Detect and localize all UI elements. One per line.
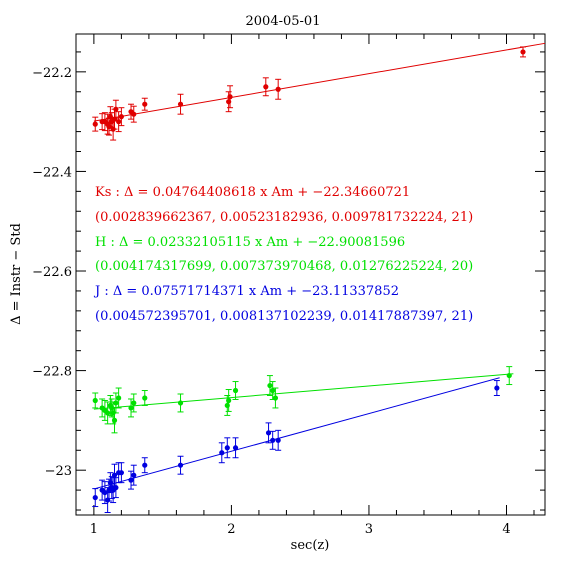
data-point xyxy=(270,437,276,443)
data-points xyxy=(92,46,526,514)
x-tick-label: 1 xyxy=(90,522,98,537)
series-j xyxy=(92,380,500,514)
data-point xyxy=(111,417,118,423)
x-tick-label: 2 xyxy=(227,522,235,537)
data-point xyxy=(142,462,148,468)
fit-line-h xyxy=(93,373,514,410)
x-tick-labels: 1 2 3 4 xyxy=(90,522,511,537)
data-point xyxy=(113,485,119,491)
data-point xyxy=(128,405,134,411)
data-point xyxy=(131,400,137,406)
data-point xyxy=(92,121,98,127)
data-point xyxy=(219,450,225,456)
data-point xyxy=(232,445,239,451)
y-tick-label: −22.2 xyxy=(32,66,72,81)
chart-title: 2004-05-01 xyxy=(246,14,321,29)
data-point xyxy=(116,119,122,125)
data-point xyxy=(131,111,137,117)
data-point xyxy=(142,395,148,401)
data-point xyxy=(177,462,184,468)
y-tick-label: −22.6 xyxy=(32,265,72,280)
annotation-h-fit: H : Δ = 0.02332105115 x Am + −22.9008159… xyxy=(95,235,405,250)
series-ks xyxy=(92,46,526,141)
fit-line-j xyxy=(93,377,500,490)
data-point xyxy=(116,395,122,401)
x-tick-label: 3 xyxy=(365,522,373,537)
data-point xyxy=(111,472,118,478)
y-tick-label: −22.4 xyxy=(32,165,72,180)
data-point xyxy=(226,397,232,404)
data-point xyxy=(520,49,526,55)
y-tick-label: −22.8 xyxy=(32,365,72,380)
x-axis-label: sec(z) xyxy=(291,538,330,553)
data-point xyxy=(232,387,239,394)
fit-lines xyxy=(93,42,546,490)
x-tick-label: 4 xyxy=(502,522,510,537)
data-point xyxy=(142,101,148,107)
y-tick-labels: −23 −22.8 −22.6 −22.4 −22.2 xyxy=(32,66,72,479)
data-point xyxy=(270,387,276,394)
annotation-ks-stats: (0.002839662367, 0.00523182936, 0.009781… xyxy=(95,210,473,225)
data-point xyxy=(102,489,108,496)
y-tick-label: −23 xyxy=(45,464,72,479)
axis-ticks xyxy=(76,34,545,515)
annotation-h-stats: (0.004174317699, 0.007373970468, 0.01276… xyxy=(95,259,473,274)
data-point xyxy=(118,470,124,476)
data-point xyxy=(118,114,124,120)
data-point xyxy=(494,385,500,391)
plot-frame xyxy=(75,33,546,516)
annotation-j-fit: J : Δ = 0.07571714371 x Am + −23.1133785… xyxy=(93,284,399,299)
y-axis-label: Δ = Instr − Std xyxy=(9,223,24,325)
data-point xyxy=(177,400,184,406)
data-point xyxy=(227,94,233,100)
data-point xyxy=(131,472,137,478)
annotation-ks-fit: Ks : Δ = 0.04764408618 x Am + −22.346607… xyxy=(95,185,410,200)
data-point xyxy=(506,372,512,379)
data-point xyxy=(263,84,269,90)
annotation-j-stats: (0.004572395701, 0.008137102239, 0.01417… xyxy=(95,309,473,324)
data-point xyxy=(224,445,230,451)
data-point xyxy=(267,382,273,389)
series-h xyxy=(92,366,513,434)
data-point xyxy=(92,494,98,501)
data-point xyxy=(92,397,98,404)
fit-line-ks xyxy=(93,42,546,122)
data-point xyxy=(272,395,279,401)
data-point xyxy=(105,410,111,416)
data-point xyxy=(177,101,184,107)
data-point xyxy=(113,400,119,406)
data-point xyxy=(275,86,281,92)
data-point xyxy=(128,477,134,483)
data-point xyxy=(113,106,119,112)
data-point xyxy=(275,437,281,443)
